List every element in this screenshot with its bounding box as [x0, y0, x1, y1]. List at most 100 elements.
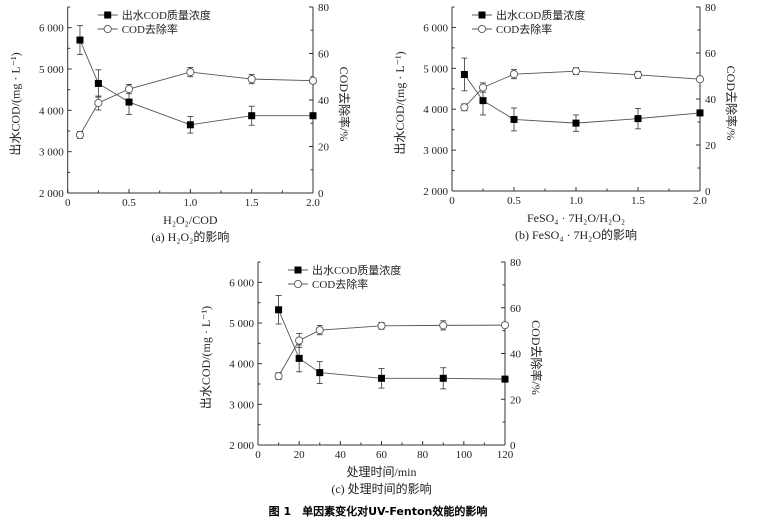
legend-circle-icon [477, 24, 487, 34]
chart-panel-c: 0 20 40 60 80 100 120 2 000 3 000 4 000 5 000 6 000… [199, 257, 544, 496]
legend-square-icon [104, 11, 112, 19]
y-left-tick-label: 6 000 [423, 22, 448, 34]
data-point-square [501, 375, 509, 383]
y-left-tick-label: 2 000 [229, 440, 254, 452]
y-left-tick-label: 4 000 [39, 105, 64, 117]
series-line [464, 70, 701, 108]
data-point-circle [509, 70, 519, 79]
series-line [278, 324, 506, 377]
y-left-tick-label: 2 000 [423, 186, 448, 198]
data-point-circle [695, 75, 705, 84]
data-point-square [479, 97, 487, 105]
legend-label: 出水COD质量浓度 [312, 263, 401, 277]
data-point-circle [124, 85, 134, 94]
chart-panel-b: 0 0.5 1.0 1.5 2.0 2 000 3 000 4 000 5 000 6 000 0 2… [393, 2, 739, 242]
x-tick-label: 2.0 [306, 197, 320, 209]
data-point-square [248, 112, 256, 120]
data-point-circle [571, 67, 581, 76]
x-tick-label: 80 [417, 449, 429, 461]
y-right-tick-label: 20 [510, 394, 522, 406]
legend-label: 出水COD质量浓度 [122, 8, 211, 22]
y-right-tick-label: 20 [705, 140, 717, 152]
series-line [464, 74, 701, 124]
x-tick-label: 20 [294, 449, 306, 461]
y-left-tick-label: 4 000 [229, 359, 254, 371]
data-point-circle [478, 83, 488, 92]
y-right-tick-label: 40 [318, 95, 330, 107]
y-right-tick-label: 80 [510, 257, 522, 269]
data-point-square [460, 70, 468, 78]
legend-label: COD去除率 [496, 22, 552, 36]
data-point-circle [274, 372, 283, 381]
y-right-tick-label: 40 [510, 349, 522, 361]
x-tick-label: 0 [65, 197, 71, 209]
y-axis-right-label: COD去除率/% [337, 67, 352, 142]
panel-caption: (c) 处理时间的影响 [331, 481, 431, 496]
x-tick-label: 0.5 [507, 195, 521, 207]
y-left-tick-label: 3 000 [423, 145, 448, 157]
legend-circle-icon [103, 24, 112, 34]
data-point-circle [94, 98, 103, 108]
data-point-circle [460, 103, 469, 112]
data-point-circle [315, 326, 324, 335]
y-axis-left-label: 出水COD/(mg · L⁻¹) [393, 51, 407, 154]
data-point-square [309, 112, 317, 120]
y-right-tick-label: 60 [705, 48, 717, 60]
y-right-tick-label: 0 [318, 188, 324, 200]
data-point-square [295, 354, 303, 362]
data-point-square [634, 115, 642, 123]
y-axis-right-label: COD去除率/% [724, 66, 739, 141]
data-point-circle [633, 70, 643, 79]
x-tick-label: 100 [456, 449, 473, 461]
x-tick-label: 60 [376, 449, 388, 461]
series-line [79, 71, 314, 136]
figure-caption: 图 1 单因素变化对UV-Fenton效能的影响 [269, 504, 488, 518]
y-left-tick-label: 3 000 [229, 399, 254, 411]
data-point-square [378, 374, 385, 382]
data-point-circle [247, 75, 256, 84]
legend-label: 出水COD质量浓度 [496, 8, 585, 22]
data-point-square [316, 369, 324, 377]
legend-square-icon [478, 11, 486, 19]
x-tick-label: 0 [255, 449, 261, 461]
x-tick-label: 0 [449, 195, 455, 207]
y-left-tick-label: 3 000 [39, 147, 64, 159]
x-tick-label: 40 [335, 449, 347, 461]
y-left-tick-label: 5 000 [229, 318, 254, 330]
y-right-tick-label: 40 [705, 94, 717, 106]
data-point-square [125, 98, 133, 106]
y-left-tick-label: 6 000 [39, 23, 64, 35]
data-point-square [94, 79, 102, 87]
x-axis-label: 处理时间/min [346, 465, 416, 479]
data-point-circle [295, 336, 304, 345]
y-left-tick-label: 5 000 [39, 64, 64, 76]
data-point-square [439, 374, 447, 382]
x-tick-label: 1.0 [569, 195, 583, 207]
x-tick-label: 120 [497, 449, 514, 461]
panel-caption: (b) FeSO₄ · 7H₂O的影响 [515, 227, 637, 242]
y-right-tick-label: 80 [705, 2, 717, 14]
legend-label: COD去除率 [122, 22, 178, 36]
data-point-square [696, 109, 704, 117]
y-right-tick-label: 60 [510, 303, 522, 315]
y-left-tick-label: 5 000 [423, 63, 448, 75]
data-point-circle [377, 321, 386, 330]
data-point-square [510, 115, 518, 123]
y-axis-left-label: 出水COD/(mg · L⁻¹) [199, 306, 213, 409]
x-tick-label: 1.5 [631, 195, 645, 207]
series-line [79, 39, 313, 126]
data-point-square [186, 121, 194, 129]
x-axis-label: H₂O₂/COD [163, 213, 218, 227]
data-point-circle [308, 76, 318, 85]
y-right-tick-label: 80 [318, 2, 330, 14]
y-axis-left-label: 出水COD/(mg · L⁻¹) [9, 52, 23, 155]
chart-panel-a: 0 0.5 1.0 1.5 2.0 2 000 3 000 4 000 5 000 6 000 0 2… [9, 2, 352, 244]
data-point-circle [75, 130, 85, 139]
y-left-tick-label: 4 000 [423, 104, 448, 116]
data-point-circle [186, 68, 195, 77]
y-right-tick-label: 60 [318, 49, 330, 61]
x-tick-label: 1.5 [245, 197, 259, 209]
data-point-circle [500, 321, 510, 330]
data-point-square [76, 36, 84, 44]
